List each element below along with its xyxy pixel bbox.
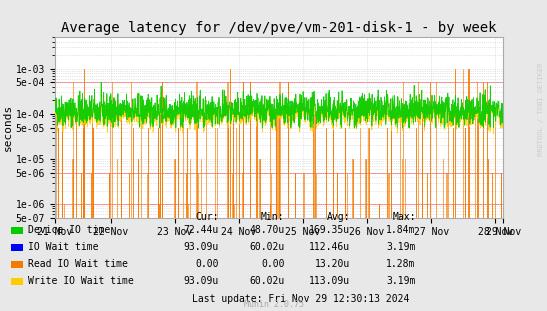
Text: 0.00: 0.00 — [261, 259, 284, 269]
Text: Max:: Max: — [392, 212, 416, 222]
Text: IO Wait time: IO Wait time — [28, 242, 99, 252]
Text: RRDTOOL / TOBI OETIKER: RRDTOOL / TOBI OETIKER — [538, 62, 544, 156]
Text: 1.84m: 1.84m — [386, 225, 416, 235]
Text: Avg:: Avg: — [327, 212, 350, 222]
Text: 60.02u: 60.02u — [249, 276, 284, 286]
Text: 3.19m: 3.19m — [386, 276, 416, 286]
Text: 48.70u: 48.70u — [249, 225, 284, 235]
Title: Average latency for /dev/pve/vm-201-disk-1 - by week: Average latency for /dev/pve/vm-201-disk… — [61, 21, 497, 35]
Text: Cur:: Cur: — [195, 212, 219, 222]
Text: Munin 2.0.75: Munin 2.0.75 — [243, 300, 304, 309]
Text: 169.35u: 169.35u — [309, 225, 350, 235]
Text: 3.19m: 3.19m — [386, 242, 416, 252]
Text: Last update: Fri Nov 29 12:30:13 2024: Last update: Fri Nov 29 12:30:13 2024 — [192, 294, 410, 304]
Text: Write IO Wait time: Write IO Wait time — [28, 276, 134, 286]
Text: Min:: Min: — [261, 212, 284, 222]
Text: 112.46u: 112.46u — [309, 242, 350, 252]
Text: Device IO time: Device IO time — [28, 225, 110, 235]
Text: 0.00: 0.00 — [195, 259, 219, 269]
Y-axis label: seconds: seconds — [3, 104, 13, 151]
Text: 13.20u: 13.20u — [315, 259, 350, 269]
Text: 113.09u: 113.09u — [309, 276, 350, 286]
Text: 93.09u: 93.09u — [184, 276, 219, 286]
Text: 72.44u: 72.44u — [184, 225, 219, 235]
Text: Read IO Wait time: Read IO Wait time — [28, 259, 129, 269]
Text: 60.02u: 60.02u — [249, 242, 284, 252]
Text: 1.28m: 1.28m — [386, 259, 416, 269]
Text: 93.09u: 93.09u — [184, 242, 219, 252]
